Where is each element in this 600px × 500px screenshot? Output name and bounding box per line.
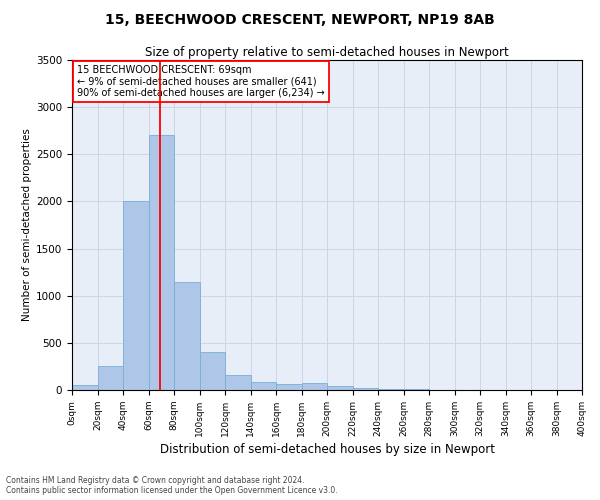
Bar: [149, 136, 174, 390]
Text: 15 BEECHWOOD CRESCENT: 69sqm
← 9% of semi-detached houses are smaller (641)
90% : 15 BEECHWOOD CRESCENT: 69sqm ← 9% of sem…: [77, 65, 325, 98]
Y-axis label: Number of semi-detached properties: Number of semi-detached properties: [22, 128, 32, 322]
Bar: [251, 382, 276, 390]
Bar: [97, 366, 123, 390]
Bar: [404, 389, 429, 390]
Bar: [327, 386, 353, 390]
Bar: [353, 388, 378, 390]
Text: 15, BEECHWOOD CRESCENT, NEWPORT, NP19 8AB: 15, BEECHWOOD CRESCENT, NEWPORT, NP19 8A…: [105, 12, 495, 26]
Bar: [276, 384, 302, 390]
Bar: [225, 375, 251, 390]
Bar: [72, 386, 97, 390]
Bar: [378, 389, 404, 390]
Bar: [199, 352, 225, 390]
Bar: [302, 384, 327, 390]
X-axis label: Distribution of semi-detached houses by size in Newport: Distribution of semi-detached houses by …: [160, 443, 494, 456]
Text: Contains HM Land Registry data © Crown copyright and database right 2024.
Contai: Contains HM Land Registry data © Crown c…: [6, 476, 338, 495]
Title: Size of property relative to semi-detached houses in Newport: Size of property relative to semi-detach…: [145, 46, 509, 59]
Bar: [123, 202, 149, 390]
Bar: [174, 282, 199, 390]
